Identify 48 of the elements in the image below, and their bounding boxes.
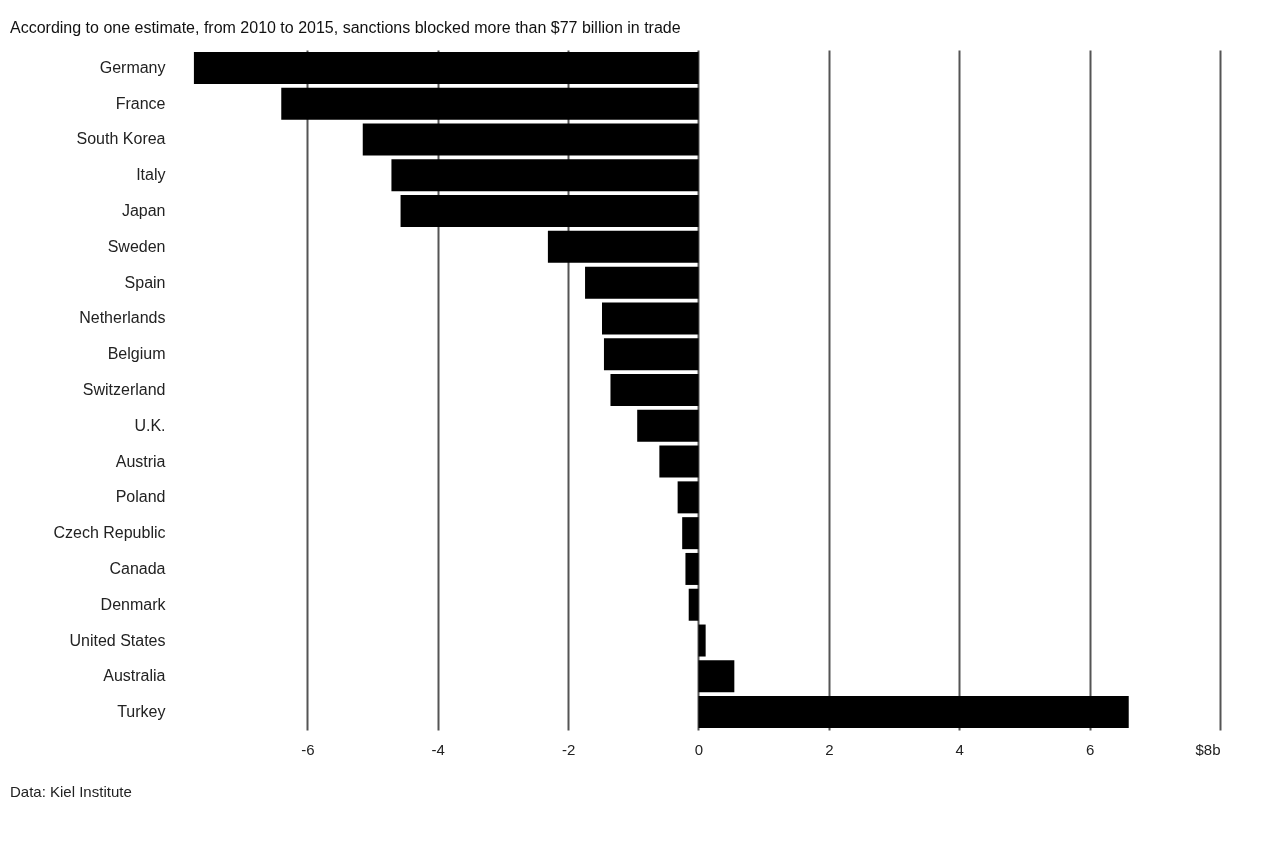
chart-title: According to one estimate, from 2010 to 2015, sanctions blocked more than $77 billion in trade bbox=[10, 19, 681, 36]
y-tick-label: Belgium bbox=[107, 345, 166, 363]
x-tick-label: 2 bbox=[825, 740, 834, 758]
x-tick-label: -6 bbox=[301, 740, 315, 758]
bar bbox=[362, 123, 699, 156]
y-tick-label: Netherlands bbox=[79, 309, 166, 327]
bar bbox=[585, 266, 699, 299]
bar bbox=[603, 338, 699, 371]
x-tick-label: 0 bbox=[694, 740, 704, 758]
y-tick-label: Czech Republic bbox=[53, 524, 166, 542]
y-tick-label: Turkey bbox=[117, 703, 166, 721]
y-tick-label: United States bbox=[69, 631, 166, 649]
y-tick-label: Canada bbox=[109, 559, 166, 577]
bar bbox=[391, 159, 699, 192]
x-tick-label: $8b bbox=[1195, 740, 1221, 758]
bar bbox=[698, 660, 735, 693]
y-tick-label: Poland bbox=[115, 488, 166, 506]
y-tick-label: U.K. bbox=[134, 416, 166, 434]
y-tick-label: Italy bbox=[136, 166, 166, 184]
bar bbox=[688, 588, 699, 621]
bar bbox=[193, 51, 699, 84]
x-tick-label: 4 bbox=[955, 740, 964, 758]
y-tick-label: Japan bbox=[121, 202, 166, 220]
x-tick-label: -4 bbox=[431, 740, 445, 758]
bar bbox=[677, 481, 699, 514]
x-tick-label: -2 bbox=[561, 740, 576, 758]
bar bbox=[610, 374, 699, 406]
bar bbox=[682, 517, 699, 550]
bar bbox=[637, 409, 699, 442]
bar bbox=[400, 195, 699, 228]
y-tick-label: France bbox=[115, 94, 166, 112]
bar bbox=[698, 696, 1129, 729]
y-tick-label: Switzerland bbox=[82, 381, 166, 398]
y-tick-label: Austria bbox=[115, 452, 166, 470]
y-tick-label: Sweden bbox=[107, 237, 166, 255]
y-tick-label: Denmark bbox=[100, 595, 167, 613]
text: Data: Kiel Institute bbox=[10, 783, 132, 800]
bar bbox=[659, 445, 699, 478]
bar bbox=[281, 87, 699, 120]
y-tick-label: South Korea bbox=[76, 130, 166, 148]
bar bbox=[602, 302, 699, 335]
bar bbox=[547, 230, 699, 263]
bar bbox=[698, 624, 706, 657]
x-tick-label: 6 bbox=[1085, 740, 1095, 758]
y-tick-label: Germany bbox=[99, 58, 166, 76]
y-tick-label: Spain bbox=[124, 273, 166, 291]
bar bbox=[685, 552, 699, 585]
y-tick-label: Australia bbox=[103, 667, 166, 685]
